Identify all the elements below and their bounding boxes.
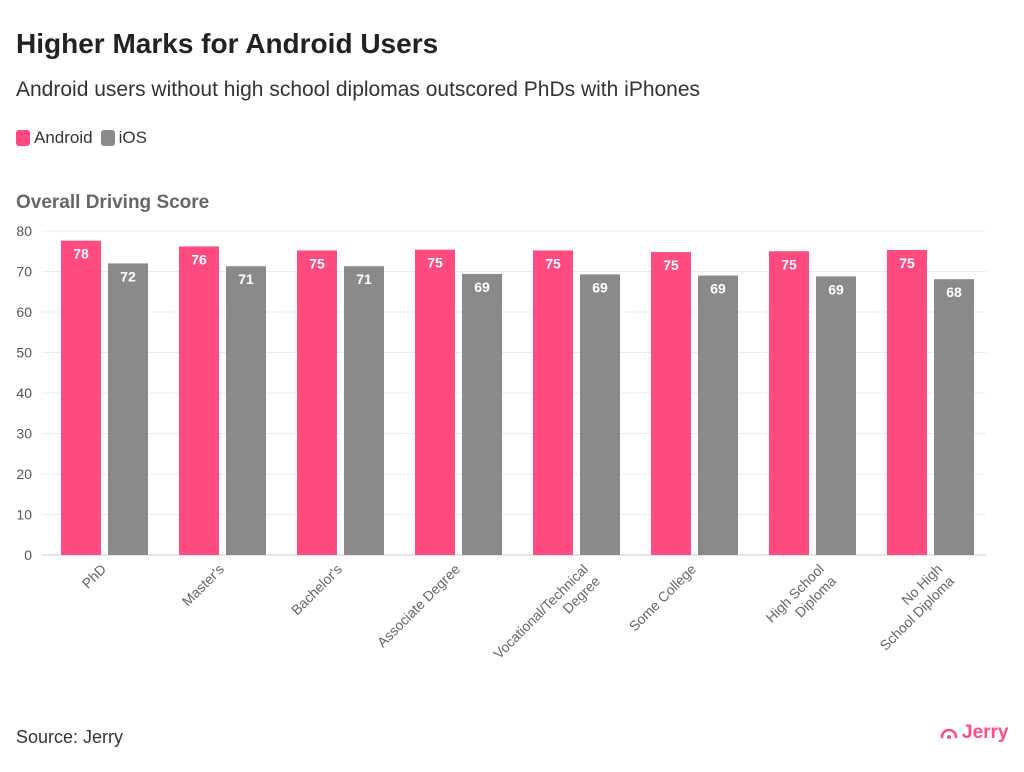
y-tick-label: 10 — [16, 507, 32, 523]
legend: Android iOS — [16, 128, 147, 148]
x-tick-label: Some College — [626, 561, 700, 635]
jerry-logo-icon — [940, 728, 958, 739]
data-label: 71 — [238, 271, 254, 287]
data-label: 75 — [427, 255, 443, 271]
y-tick-label: 60 — [16, 304, 32, 320]
bar-ios — [580, 274, 620, 555]
y-tick-label: 50 — [16, 345, 32, 361]
bar-android — [297, 250, 337, 555]
y-tick-label: 20 — [16, 466, 32, 482]
x-tick-label: No HighSchool Diploma — [864, 561, 957, 654]
data-label: 71 — [356, 271, 372, 287]
y-tick-label: 70 — [16, 264, 32, 280]
y-axis-title: Overall Driving Score — [16, 192, 210, 213]
data-label: 69 — [592, 279, 608, 295]
jerry-logo: Jerry — [940, 722, 1009, 744]
bar-ios — [698, 275, 738, 555]
x-tick-label: PhD — [79, 561, 110, 592]
data-label: 68 — [946, 284, 962, 300]
x-tick-label: Bachelor's — [288, 561, 345, 618]
y-tick-label: 0 — [24, 547, 32, 563]
legend-item-ios: iOS — [100, 128, 147, 148]
y-tick-label: 40 — [16, 385, 32, 401]
chart-subtitle: Android users without high school diplom… — [16, 78, 701, 101]
bar-android — [415, 249, 455, 555]
bar-ios — [816, 276, 856, 555]
bar-android — [61, 240, 101, 555]
bar-android — [769, 251, 809, 555]
bar-android — [887, 250, 927, 555]
data-label: 76 — [191, 251, 207, 267]
chart-title: Higher Marks for Android Users — [16, 28, 439, 59]
jerry-logo-text: Jerry — [962, 722, 1009, 743]
y-tick-label: 30 — [16, 426, 32, 442]
legend-label-ios: iOS — [118, 128, 147, 147]
legend-swatch-android — [16, 130, 30, 146]
data-label: 75 — [663, 257, 679, 273]
y-tick-label: 80 — [16, 223, 32, 239]
legend-item-android: Android — [16, 128, 93, 148]
source-note: Source: Jerry — [16, 727, 124, 747]
bar-android — [651, 252, 691, 555]
data-label: 69 — [474, 279, 490, 295]
legend-swatch-ios — [100, 130, 115, 146]
data-label: 78 — [73, 246, 89, 262]
x-tick-label: High SchoolDiploma — [762, 561, 839, 638]
legend-label-android: Android — [34, 128, 93, 147]
bar-ios — [226, 266, 266, 555]
data-label: 69 — [710, 281, 726, 297]
data-label: 75 — [545, 255, 561, 271]
x-tick-label: Associate Degree — [374, 561, 464, 651]
bar-ios — [344, 266, 384, 555]
bar-ios — [934, 279, 974, 555]
bar-ios — [462, 273, 502, 555]
data-label: 69 — [828, 281, 844, 297]
bar-ios — [108, 263, 148, 555]
data-label: 75 — [899, 255, 915, 271]
x-tick-label: Vocational/TechnicalDegree — [490, 561, 603, 674]
bar-android — [179, 246, 219, 555]
data-label: 75 — [309, 255, 325, 271]
data-label: 75 — [781, 256, 797, 272]
bar-android — [533, 250, 573, 555]
data-label: 72 — [120, 268, 136, 284]
x-tick-label: Master's — [179, 561, 227, 609]
